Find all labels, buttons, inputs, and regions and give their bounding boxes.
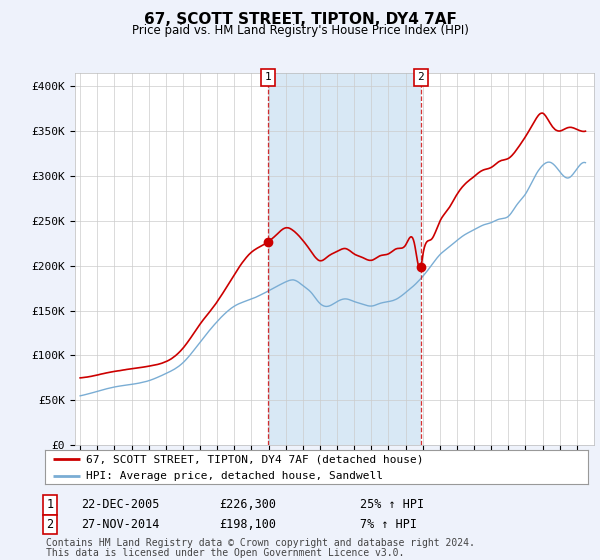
Text: 25% ↑ HPI: 25% ↑ HPI — [360, 498, 424, 511]
Text: 67, SCOTT STREET, TIPTON, DY4 7AF: 67, SCOTT STREET, TIPTON, DY4 7AF — [143, 12, 457, 27]
Text: 2: 2 — [46, 518, 53, 531]
Text: £198,100: £198,100 — [219, 518, 276, 531]
Text: Contains HM Land Registry data © Crown copyright and database right 2024.: Contains HM Land Registry data © Crown c… — [46, 538, 475, 548]
Text: 1: 1 — [46, 498, 53, 511]
Text: This data is licensed under the Open Government Licence v3.0.: This data is licensed under the Open Gov… — [46, 548, 404, 558]
Text: £226,300: £226,300 — [219, 498, 276, 511]
Text: Price paid vs. HM Land Registry's House Price Index (HPI): Price paid vs. HM Land Registry's House … — [131, 24, 469, 37]
Text: 67, SCOTT STREET, TIPTON, DY4 7AF (detached house): 67, SCOTT STREET, TIPTON, DY4 7AF (detac… — [86, 454, 423, 464]
Text: 1: 1 — [265, 72, 271, 82]
Text: 27-NOV-2014: 27-NOV-2014 — [81, 518, 160, 531]
Bar — [268, 73, 421, 445]
Text: 7% ↑ HPI: 7% ↑ HPI — [360, 518, 417, 531]
Text: 2: 2 — [418, 72, 424, 82]
Text: 22-DEC-2005: 22-DEC-2005 — [81, 498, 160, 511]
Text: HPI: Average price, detached house, Sandwell: HPI: Average price, detached house, Sand… — [86, 471, 383, 480]
